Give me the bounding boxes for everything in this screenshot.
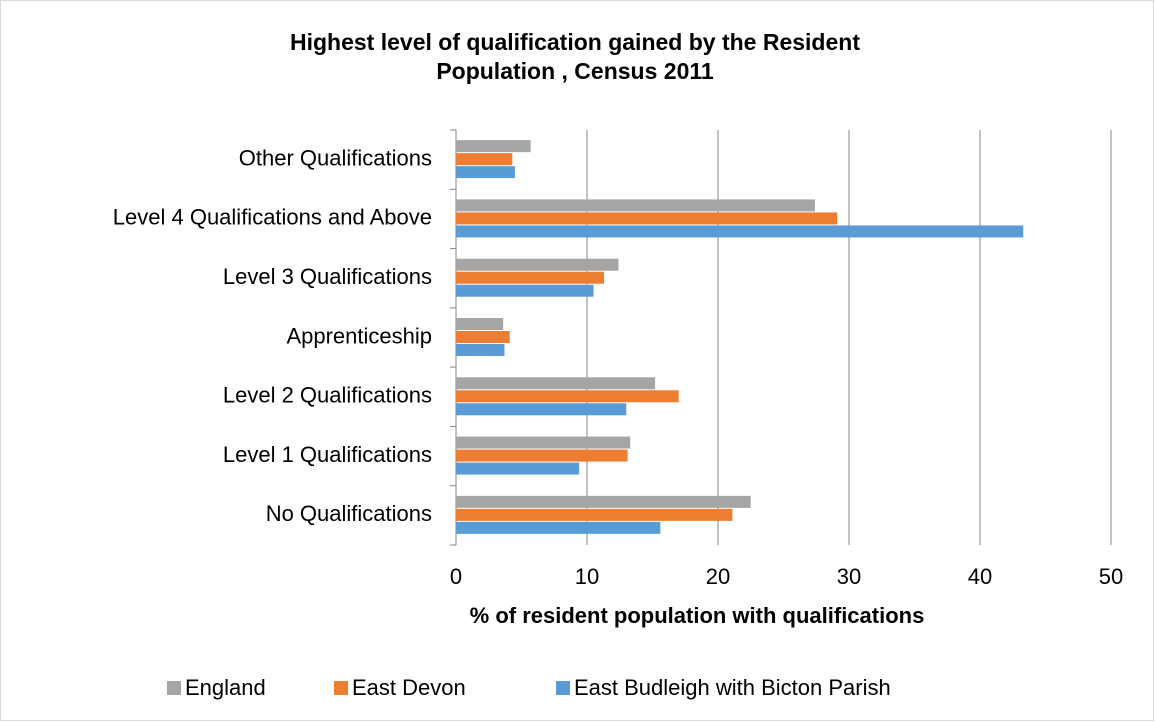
bar	[456, 153, 513, 166]
bar	[456, 377, 656, 390]
chart-title: Highest level of qualification gained by…	[290, 29, 860, 55]
bar	[456, 436, 631, 449]
legend-label: East Budleigh with Bicton Parish	[574, 675, 891, 700]
bar	[456, 318, 504, 330]
y-tick-label: Level 4 Qualifications and Above	[113, 205, 432, 230]
y-tick-label: Level 3 Qualifications	[223, 264, 432, 289]
bar	[456, 495, 751, 508]
bar	[456, 140, 531, 153]
bar	[456, 521, 661, 534]
bar	[456, 331, 510, 343]
bar	[456, 462, 580, 475]
bar	[456, 403, 627, 416]
bar	[456, 344, 505, 356]
bar	[456, 284, 594, 297]
legend-label: East Devon	[352, 675, 466, 700]
bar	[456, 166, 515, 179]
x-tick-label: 20	[706, 564, 730, 589]
bar	[456, 225, 1024, 238]
bar	[456, 258, 619, 271]
x-axis-label: % of resident population with qualificat…	[470, 603, 925, 628]
x-tick-label: 40	[968, 564, 992, 589]
x-tick-label: 50	[1099, 564, 1123, 589]
x-tick-label: 0	[450, 564, 462, 589]
y-tick-label: Apprenticeship	[286, 323, 432, 348]
y-tick-label: No Qualifications	[266, 501, 432, 526]
x-tick-label: 10	[575, 564, 599, 589]
bar	[456, 212, 838, 225]
bar	[456, 508, 733, 521]
bar	[456, 271, 605, 284]
chart-title: Population , Census 2011	[436, 58, 714, 84]
bar	[456, 390, 679, 403]
legend-swatch	[334, 681, 348, 695]
y-tick-label: Level 2 Qualifications	[223, 383, 432, 408]
bar	[456, 449, 628, 462]
bar	[456, 199, 815, 212]
legend-label: England	[185, 675, 266, 700]
x-tick-label: 30	[837, 564, 861, 589]
legend-swatch	[167, 681, 181, 695]
legend-swatch	[556, 681, 570, 695]
y-tick-label: Level 1 Qualifications	[223, 442, 432, 467]
y-tick-label: Other Qualifications	[239, 145, 432, 170]
